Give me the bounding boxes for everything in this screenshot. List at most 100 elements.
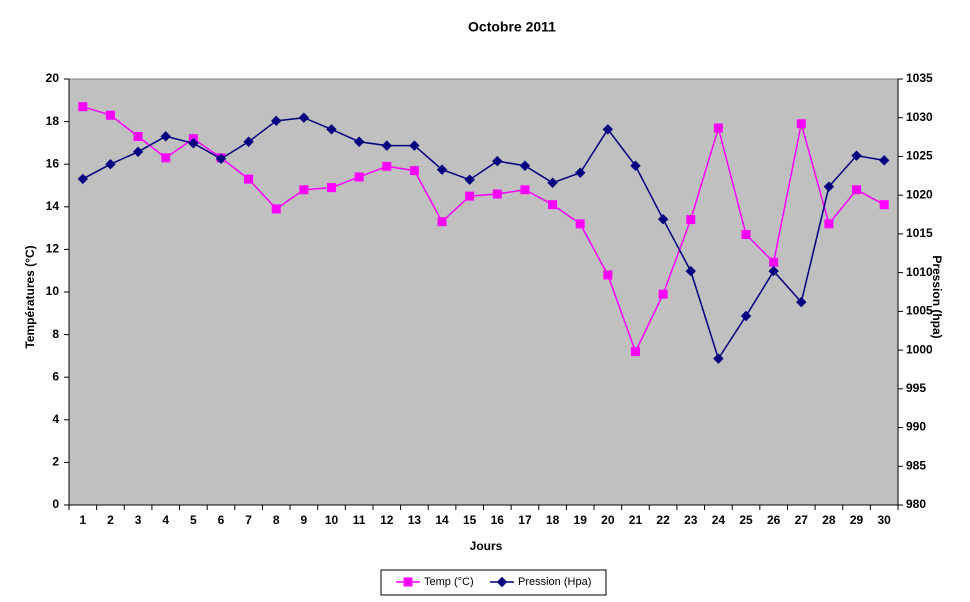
marker [105, 158, 116, 170]
marker [188, 138, 199, 149]
y2-tick-label: 1025 [906, 149, 933, 163]
y-tick-label: 6 [52, 369, 59, 383]
marker [382, 161, 392, 171]
y-tick-label: 12 [46, 242, 60, 256]
x-tick-label: 23 [684, 513, 698, 527]
x-tick-label: 21 [629, 513, 643, 527]
y2-axis-label: Pression (hpa) [930, 255, 944, 338]
y2-tick-label: 1000 [906, 342, 933, 356]
y2-tick-label: 980 [906, 497, 926, 511]
marker [132, 146, 144, 158]
marker [740, 310, 752, 322]
x-tick-label: 26 [767, 513, 781, 527]
x-tick-label: 8 [273, 513, 280, 527]
marker [713, 353, 724, 364]
marker [353, 136, 365, 147]
marker [215, 153, 227, 164]
chart-title: Octobre 2011 [468, 19, 556, 35]
x-tick-label: 27 [795, 513, 809, 527]
marker [161, 153, 171, 163]
x-tick-label: 14 [435, 513, 449, 527]
marker [354, 172, 364, 182]
y2-tick-label: 1030 [906, 110, 933, 124]
marker [768, 265, 779, 277]
marker [657, 213, 669, 225]
x-tick-label: 20 [601, 513, 615, 527]
marker [575, 219, 585, 229]
x-tick-label: 1 [79, 513, 86, 527]
x-tick-label: 15 [463, 513, 477, 527]
marker [741, 229, 751, 239]
y2-tick-label: 1035 [906, 71, 933, 85]
x-tick-label: 22 [656, 513, 670, 527]
x-tick-label: 16 [491, 513, 505, 527]
marker [796, 119, 806, 129]
y-tick-label: 14 [46, 199, 60, 213]
marker [685, 265, 696, 277]
marker [133, 132, 143, 142]
marker [465, 191, 475, 201]
marker [852, 185, 862, 195]
x-tick-label: 2 [107, 513, 114, 527]
marker [602, 124, 614, 135]
x-tick-label: 5 [190, 513, 197, 527]
y-tick-label: 2 [52, 455, 59, 469]
x-tick-label: 25 [739, 513, 753, 527]
marker [464, 174, 475, 185]
marker [879, 200, 889, 210]
marker [326, 124, 337, 135]
marker [575, 167, 586, 178]
y2-tick-label: 1015 [906, 226, 933, 240]
y-tick-label: 16 [46, 156, 60, 170]
marker [77, 173, 89, 185]
y2-tick-label: 985 [906, 458, 926, 472]
marker [878, 155, 890, 166]
marker [824, 219, 834, 229]
marker [520, 185, 530, 195]
x-tick-label: 29 [850, 513, 864, 527]
marker [409, 140, 420, 151]
y2-tick-label: 990 [906, 420, 926, 434]
x-tick-label: 28 [822, 513, 836, 527]
marker [437, 217, 447, 227]
marker [713, 123, 723, 133]
y-tick-label: 0 [52, 497, 59, 511]
marker [548, 200, 558, 210]
y2-tick-label: 1010 [906, 265, 933, 279]
y-tick-label: 4 [52, 412, 59, 426]
legend-label: Temp (°C) [424, 576, 474, 588]
x-tick-label: 3 [135, 513, 142, 527]
x-tick-label: 7 [245, 513, 252, 527]
marker [298, 112, 310, 123]
marker [271, 115, 282, 127]
marker [603, 270, 613, 280]
marker [769, 257, 779, 267]
series-line [82, 116, 885, 361]
marker [299, 185, 309, 195]
marker [381, 140, 392, 151]
legend-label: Pression (Hpa) [518, 576, 591, 588]
y-tick-label: 20 [46, 71, 60, 85]
x-tick-label: 12 [380, 513, 394, 527]
x-tick-label: 30 [878, 513, 892, 527]
marker [78, 102, 88, 112]
marker [492, 155, 503, 167]
y-tick-label: 18 [46, 114, 60, 128]
marker [519, 160, 531, 171]
marker [851, 150, 862, 161]
x-tick-label: 19 [574, 513, 588, 527]
marker [658, 289, 668, 299]
y-tick-label: 10 [46, 284, 60, 298]
marker [327, 183, 337, 193]
x-tick-label: 17 [518, 513, 532, 527]
x-tick-label: 10 [325, 513, 339, 527]
marker [105, 110, 115, 120]
x-tick-label: 6 [218, 513, 225, 527]
y2-tick-label: 995 [906, 381, 926, 395]
marker [492, 189, 502, 199]
marker [823, 181, 835, 192]
x-axis-label: Jours [470, 539, 503, 553]
x-tick-label: 9 [301, 513, 308, 527]
marker [160, 131, 171, 142]
